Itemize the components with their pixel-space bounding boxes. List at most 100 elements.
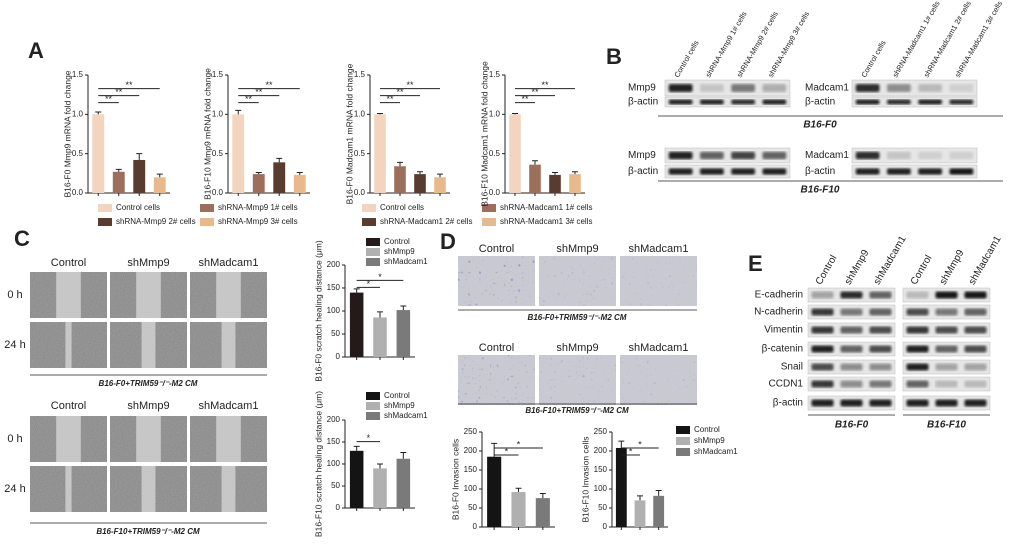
y-tick-label: 0.5 — [489, 149, 501, 158]
blot-strip — [664, 147, 791, 164]
blot-band — [964, 326, 987, 334]
significance-label: ** — [396, 87, 404, 97]
lane-label: shMmp9 — [938, 248, 967, 287]
scratch-gap — [141, 466, 156, 512]
blot-band — [700, 99, 724, 105]
bar — [414, 174, 426, 193]
significance-label: ** — [531, 87, 539, 97]
bar — [252, 174, 265, 193]
scratch-gap — [65, 322, 72, 368]
error-bar — [235, 109, 242, 115]
bar — [569, 174, 581, 193]
y-tick-label: 1.0 — [212, 109, 224, 118]
legend-label: Control cells — [380, 203, 424, 212]
y-tick-label: 1.0 — [489, 109, 501, 118]
significance-label: * — [367, 433, 371, 443]
error-bar — [491, 442, 498, 457]
y-tick-label: 50 — [598, 503, 607, 512]
error-bar — [156, 173, 163, 178]
row-label: 24 h — [4, 339, 25, 351]
error-bar — [552, 172, 558, 175]
y-tick-label: 150 — [327, 437, 341, 446]
error-bar — [417, 171, 423, 175]
error-bar — [437, 173, 443, 178]
y-axis-label: B16-F10 Invasion cells — [580, 437, 590, 523]
blot-band — [887, 151, 911, 160]
blot-band — [811, 363, 834, 371]
legend-label: shMmp9 — [384, 247, 415, 256]
legend-swatch — [366, 258, 380, 266]
blot-band — [869, 308, 892, 316]
blot-band — [964, 308, 987, 316]
blot-band — [964, 345, 987, 353]
blot-band — [668, 99, 693, 105]
legend-swatch — [366, 248, 380, 256]
blot-band — [700, 168, 724, 175]
bar — [653, 495, 665, 527]
legend-label: shMadcam1 — [694, 447, 738, 456]
error-bar — [618, 440, 625, 448]
column-label: shMmp9 — [556, 243, 598, 255]
lane-label: Control — [814, 253, 840, 286]
scratch-gap — [221, 466, 236, 512]
column-label: Control — [51, 257, 86, 269]
y-tick-label: 200 — [594, 446, 608, 455]
y-tick-label: 50 — [468, 503, 477, 512]
significance-label: * — [505, 446, 509, 456]
blot-strip — [664, 79, 791, 97]
image-texture — [458, 256, 535, 306]
blot-row-label: Vimentin — [764, 325, 803, 336]
error-bar — [353, 288, 360, 293]
image-caption: B16-F10+TRIM59⁻/⁻-M2 CM — [525, 406, 629, 415]
significance-label: * — [367, 279, 371, 289]
blot-band — [731, 151, 755, 160]
blot-band — [762, 168, 787, 175]
blot-band — [949, 84, 974, 92]
blot-band — [935, 399, 958, 407]
lane-label: shMmp9 — [843, 248, 872, 287]
legend-label: shRNA-Mmp9 3# cells — [218, 217, 298, 226]
bar — [487, 456, 502, 527]
panel-label: B — [606, 44, 622, 69]
column-label: shMadcam1 — [199, 257, 259, 269]
y-tick-label: 250 — [464, 427, 478, 436]
blot-band — [949, 168, 974, 175]
blot-band — [855, 151, 880, 160]
group-label: B16-F0 — [803, 120, 837, 131]
error-bar — [136, 153, 143, 160]
bar — [153, 177, 166, 193]
legend-swatch — [366, 402, 380, 410]
y-tick-label: 1.5 — [354, 70, 366, 79]
blot-row-label: Mmp9 — [628, 83, 656, 94]
legend-swatch — [362, 218, 376, 226]
y-tick-label: 250 — [594, 427, 608, 436]
bar — [349, 450, 364, 508]
significance-label: ** — [406, 80, 414, 90]
y-tick-label: 1.0 — [72, 109, 84, 118]
blot-band — [811, 380, 834, 388]
blot-row-label: β-actin — [805, 166, 835, 177]
significance-label: ** — [265, 80, 273, 90]
legend-swatch — [366, 238, 380, 246]
y-tick-label: 150 — [327, 283, 341, 292]
y-tick-label: 50 — [331, 481, 340, 490]
significance-label: * — [517, 439, 521, 449]
panel-label: D — [440, 229, 456, 254]
y-tick-label: 0 — [336, 352, 341, 361]
blot-band — [668, 84, 693, 92]
blot-strip — [664, 164, 791, 179]
bar — [634, 500, 646, 527]
significance-label: * — [378, 272, 382, 282]
significance-label: ** — [245, 94, 253, 104]
blot-band — [869, 345, 892, 353]
blot-row-label: Snail — [781, 362, 803, 373]
blot-band — [906, 291, 929, 299]
error-bar — [95, 111, 102, 115]
blot-row-label: Mmp9 — [628, 150, 656, 161]
blot-band — [668, 151, 693, 160]
bar — [293, 174, 306, 193]
lane-label: Control cells — [672, 39, 701, 79]
blot-band — [840, 326, 863, 334]
blot-band — [700, 151, 724, 160]
blot-band — [906, 399, 929, 407]
